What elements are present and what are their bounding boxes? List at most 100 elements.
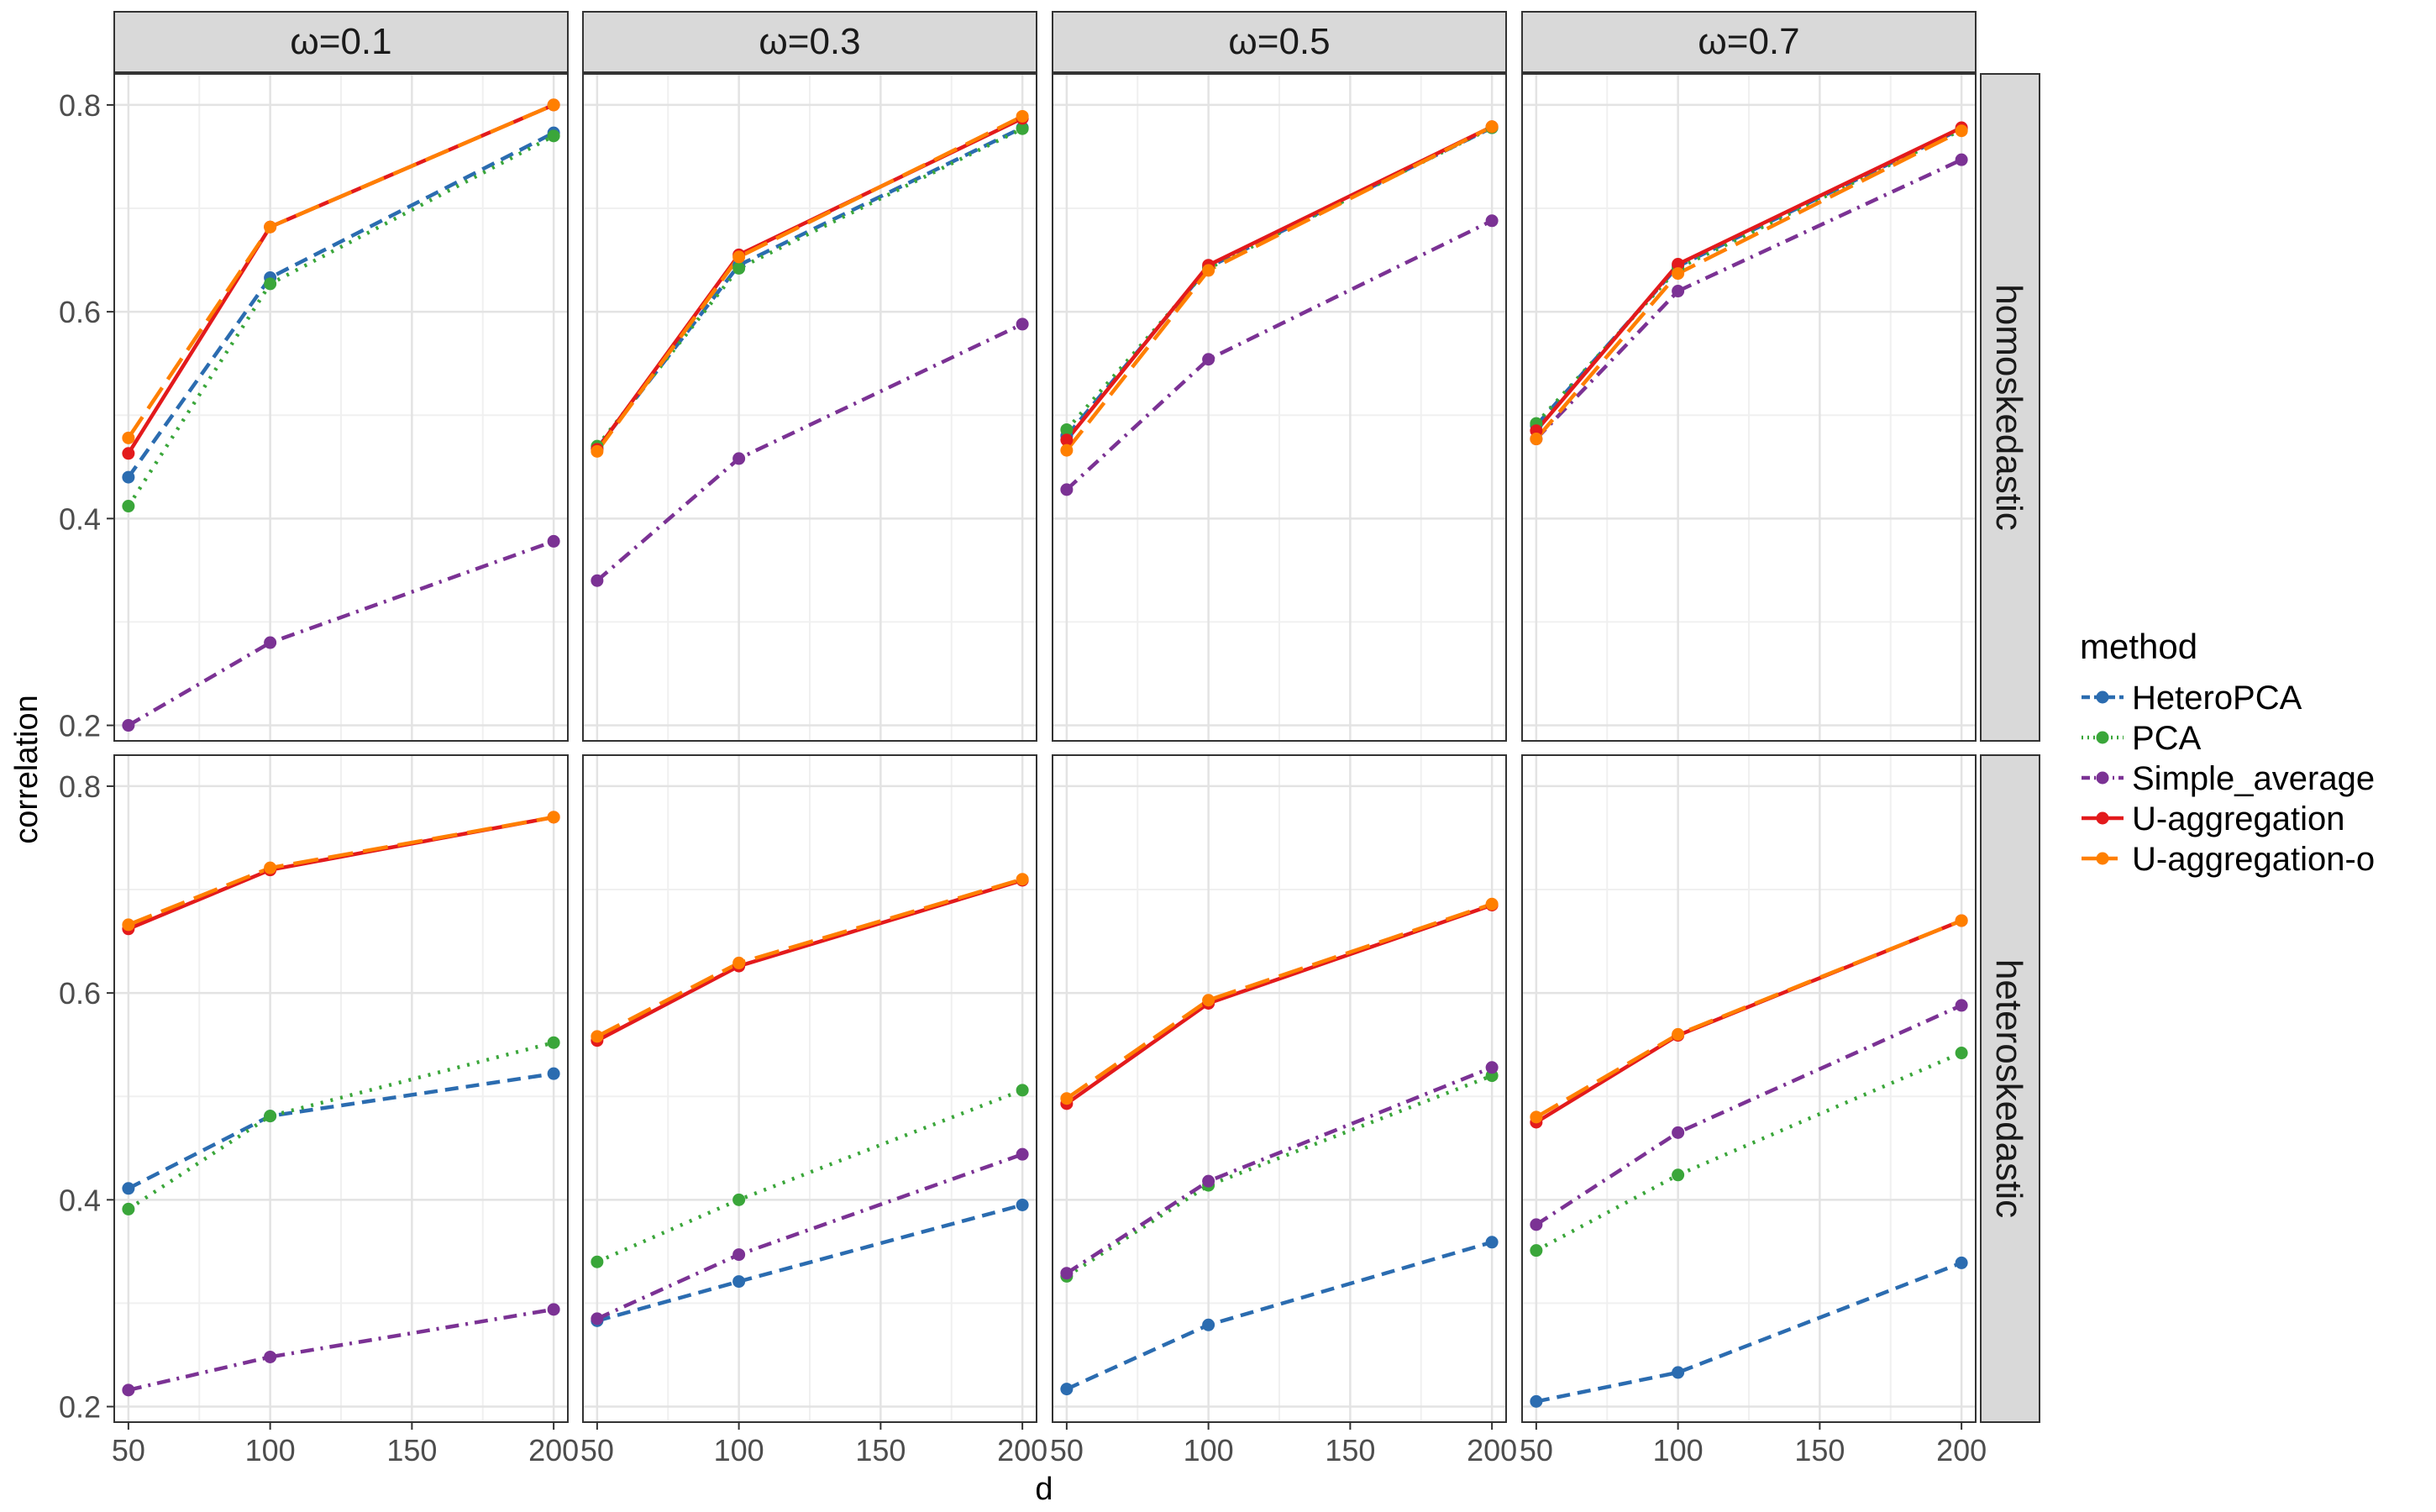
data-point xyxy=(122,918,135,932)
data-point xyxy=(547,534,560,548)
data-point xyxy=(122,470,135,484)
facet-strip-label: ω=0.1 xyxy=(290,21,391,62)
data-point xyxy=(1530,1110,1543,1124)
legend-key-point xyxy=(2096,771,2109,785)
panel-border xyxy=(1052,754,1507,1423)
data-point xyxy=(1530,1394,1543,1408)
data-point xyxy=(1485,1061,1499,1074)
x-tick-label: 150 xyxy=(1325,1433,1375,1467)
data-point xyxy=(1955,153,1968,166)
x-tick-label: 200 xyxy=(1936,1433,1987,1467)
data-point xyxy=(732,261,746,275)
data-point xyxy=(1060,1267,1074,1280)
data-point xyxy=(1016,1084,1029,1097)
data-point xyxy=(547,1036,560,1049)
legend-entry-label: PCA xyxy=(2132,720,2202,757)
data-point xyxy=(547,129,560,143)
x-tick-label: 200 xyxy=(528,1433,579,1467)
data-point xyxy=(1672,285,1685,298)
facet-strip-label: ω=0.3 xyxy=(759,21,860,62)
facet-panel xyxy=(1521,73,1977,742)
data-point xyxy=(547,98,560,112)
data-point xyxy=(1672,1168,1685,1182)
facet-strip xyxy=(1052,11,1507,73)
facet-panel: 50 100 150 200 xyxy=(1050,754,1517,1467)
legend-key-point xyxy=(2096,811,2109,825)
data-point xyxy=(732,452,746,465)
data-point xyxy=(732,956,746,969)
facet-strip-label: homoskedastic xyxy=(1988,284,2029,530)
facet-strip xyxy=(1980,754,2040,1423)
y-tick-label: 0.2 xyxy=(59,1390,101,1425)
data-point xyxy=(1202,1174,1215,1188)
legend-key-point xyxy=(2096,690,2109,704)
data-point xyxy=(1955,1256,1968,1269)
data-point xyxy=(1016,109,1029,123)
data-point xyxy=(1202,353,1215,366)
legend-title: method xyxy=(2080,627,2197,666)
data-point xyxy=(1202,1318,1215,1331)
data-point xyxy=(1060,1383,1074,1396)
data-point xyxy=(264,636,277,649)
facet-strip-label: heteroskedastic xyxy=(1988,959,2029,1218)
y-axis-title: correlation xyxy=(9,695,45,843)
data-point xyxy=(264,1350,277,1363)
data-point xyxy=(1955,914,1968,927)
panel-border xyxy=(1521,754,1977,1423)
data-point xyxy=(1672,1126,1685,1139)
legend-entry-label: U-aggregation xyxy=(2132,801,2345,837)
facet-panel: 50 100 150 200 xyxy=(580,754,1047,1467)
facet-panel xyxy=(582,73,1037,742)
facet-panel: 50 100 150 200 xyxy=(1520,754,1987,1467)
data-point xyxy=(591,574,604,587)
series-line xyxy=(1536,1261,1962,1404)
data-point xyxy=(1955,124,1968,138)
series-line xyxy=(596,1088,1023,1264)
data-point xyxy=(122,1182,135,1195)
data-point xyxy=(732,1193,746,1206)
data-point xyxy=(1060,433,1074,447)
data-point xyxy=(1016,1147,1029,1161)
series-line xyxy=(127,1041,554,1211)
data-point xyxy=(122,719,135,732)
data-point xyxy=(591,1312,604,1326)
data-point xyxy=(1060,1092,1074,1105)
data-point xyxy=(1530,433,1543,446)
y-tick-label: 0.2 xyxy=(59,709,101,743)
legend-entry-label: Simple_average xyxy=(2132,760,2375,797)
panel-border xyxy=(582,754,1037,1423)
data-point xyxy=(1016,873,1029,886)
panel-border xyxy=(1052,73,1507,742)
series-line xyxy=(1065,218,1494,491)
data-point xyxy=(264,220,277,234)
x-tick-label: 50 xyxy=(112,1433,145,1467)
x-axis-title: d xyxy=(1035,1472,1053,1507)
y-tick-label: 0.4 xyxy=(59,501,101,536)
data-point xyxy=(1016,122,1029,135)
series-line xyxy=(127,539,554,727)
x-tick-label: 150 xyxy=(855,1433,906,1467)
data-point xyxy=(1672,258,1685,271)
data-point xyxy=(264,861,277,874)
data-point xyxy=(1202,994,1215,1007)
legend-key-point xyxy=(2096,852,2109,865)
data-point xyxy=(122,431,135,444)
data-point xyxy=(1060,483,1074,496)
panel-border xyxy=(1521,73,1977,742)
data-point xyxy=(732,1248,746,1262)
data-point xyxy=(1202,264,1215,277)
data-point xyxy=(264,277,277,291)
facet-panel: 0.2 0.4 0.6 0.8 50 100 150 200 xyxy=(59,754,579,1467)
facet-panel: 0.2 0.4 0.6 0.8 xyxy=(59,73,569,743)
data-point xyxy=(122,447,135,460)
facet-strip-label: ω=0.5 xyxy=(1228,21,1330,62)
data-point xyxy=(1485,897,1499,911)
data-point xyxy=(1485,120,1499,134)
panel-border xyxy=(582,73,1037,742)
y-tick-label: 0.8 xyxy=(59,88,101,123)
facet-strip xyxy=(1521,11,1977,73)
data-point xyxy=(1530,1218,1543,1231)
y-tick-label: 0.8 xyxy=(59,769,101,804)
panel-border xyxy=(113,754,569,1423)
